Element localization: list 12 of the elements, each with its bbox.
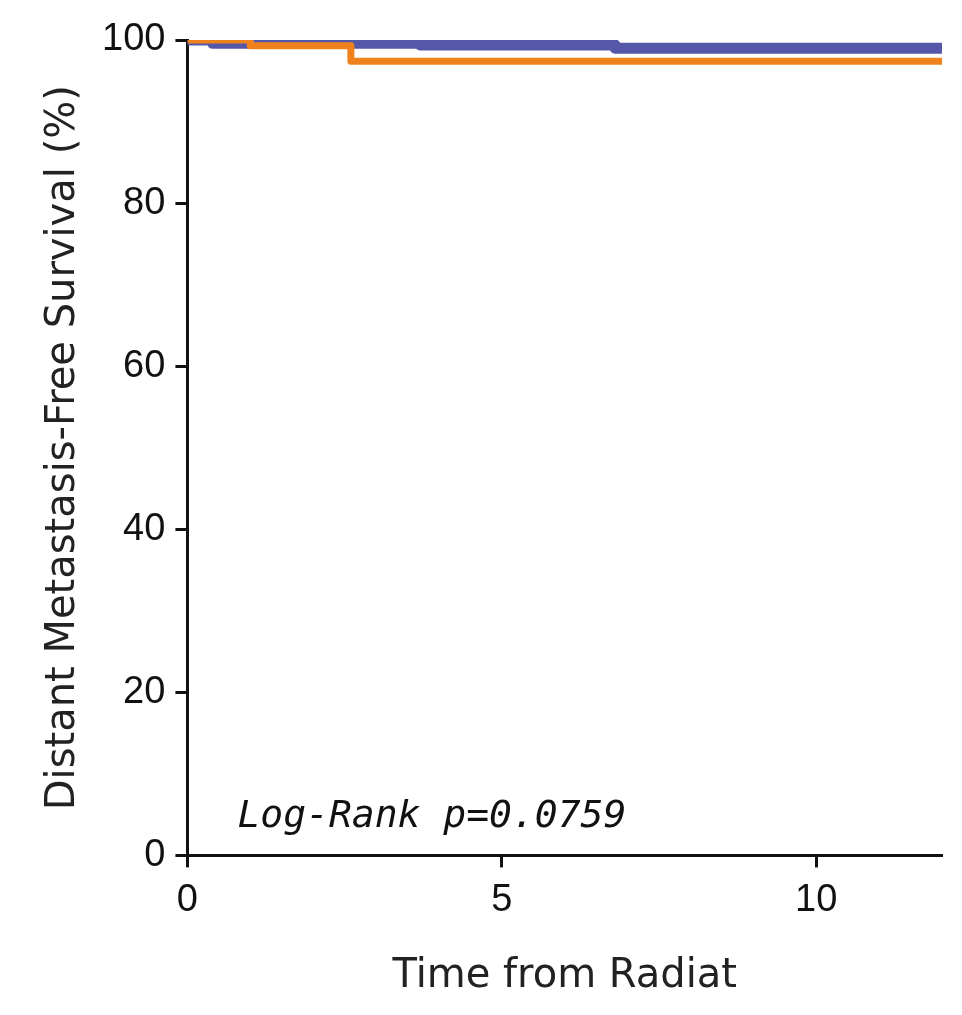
annotation: Log-Rank p=0.0759 bbox=[237, 792, 627, 837]
y-tick-label: 100 bbox=[102, 16, 166, 59]
x-tick-label: 0 bbox=[176, 876, 198, 919]
y-tick-label: 20 bbox=[123, 668, 166, 711]
y-tick-label: 60 bbox=[123, 342, 166, 385]
y-axis-title: Distant Metastasis-Free Survival (%) bbox=[37, 85, 84, 811]
x-tick-label: 5 bbox=[491, 876, 513, 919]
x-axis-title: Time from Radiat bbox=[391, 950, 737, 997]
y-tick-label: 40 bbox=[123, 505, 166, 548]
y-tick-label: 80 bbox=[123, 179, 166, 222]
x-tick-label: 10 bbox=[795, 876, 838, 919]
y-tick-label: 0 bbox=[144, 831, 166, 874]
